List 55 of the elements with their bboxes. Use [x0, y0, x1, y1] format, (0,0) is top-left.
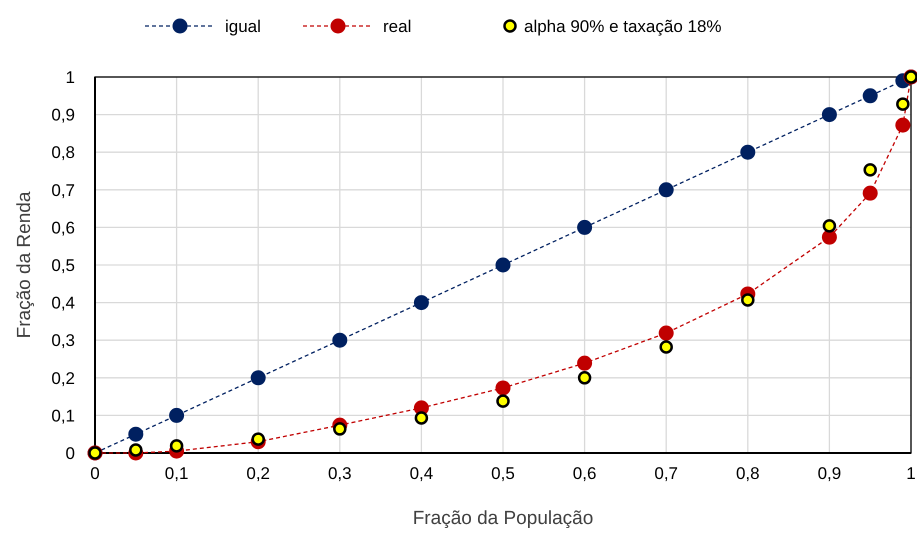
point: [741, 293, 755, 307]
point: [658, 326, 674, 341]
point: [250, 370, 266, 386]
point: [170, 439, 184, 453]
x-tick-label: 0,1: [164, 464, 188, 483]
point: [822, 219, 836, 233]
point: [333, 422, 347, 436]
y-tick-label: 0,2: [51, 368, 75, 388]
point: [577, 356, 592, 371]
x-tick-label: 1: [906, 464, 916, 483]
point: [414, 411, 428, 425]
point: [862, 88, 878, 104]
point: [128, 426, 144, 442]
y-tick-label: 0,8: [51, 143, 75, 162]
point: [862, 186, 878, 201]
y-tick-label: 0,9: [51, 106, 75, 125]
x-tick-label: 0,4: [410, 464, 434, 483]
legend-label: alpha 90% e taxação 18%: [524, 17, 722, 36]
point: [129, 443, 143, 457]
point: [863, 163, 877, 177]
x-tick-label: 0,3: [328, 464, 352, 483]
x-tick-label: 0: [90, 464, 100, 483]
point: [740, 144, 756, 160]
x-tick-label: 0,8: [736, 464, 760, 483]
x-tick-label: 0,2: [246, 464, 270, 483]
point: [577, 220, 592, 235]
point: [896, 97, 910, 111]
point: [496, 380, 510, 396]
x-tick-label: 0,6: [572, 464, 596, 483]
point: [822, 107, 837, 122]
point: [496, 258, 510, 272]
y-tick-label: 0,1: [51, 406, 75, 426]
point: [658, 182, 674, 198]
y-tick-label: 0: [66, 444, 75, 463]
y-tick-label: 0,5: [51, 256, 75, 275]
point: [578, 371, 592, 385]
point: [414, 295, 429, 310]
point: [496, 394, 510, 408]
y-tick-label: 0,6: [51, 218, 75, 238]
x-axis-title: Fração da População: [412, 508, 594, 529]
y-tick-label: 1: [66, 68, 75, 87]
point: [332, 332, 348, 348]
point: [169, 408, 184, 423]
legend-label: real: [383, 17, 412, 36]
x-tick-label: 0,5: [491, 464, 515, 483]
point: [659, 340, 673, 354]
point: [895, 118, 910, 133]
y-tick-label: 0,4: [51, 294, 75, 313]
x-tick-label: 0,7: [654, 464, 678, 483]
y-tick-label: 0,7: [51, 180, 75, 200]
y-tick-label: 0,3: [51, 331, 75, 350]
x-tick-label: 0,9: [818, 464, 842, 483]
point: [251, 432, 265, 446]
y-axis-title: Fração da Renda: [14, 191, 35, 338]
legend-label: igual: [225, 17, 261, 36]
